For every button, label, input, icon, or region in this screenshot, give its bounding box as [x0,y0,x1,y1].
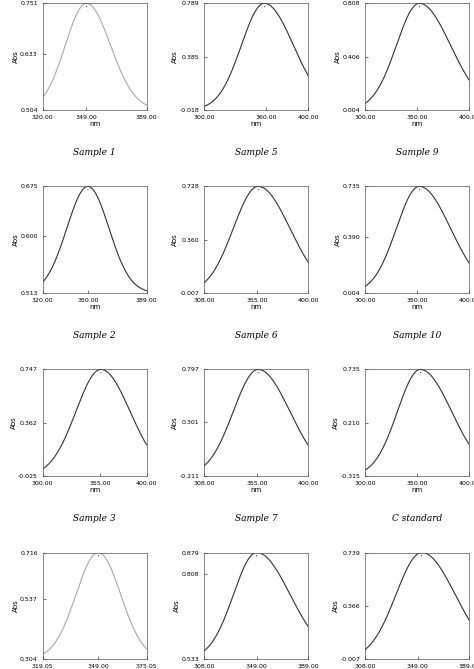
X-axis label: nm: nm [89,121,100,127]
X-axis label: nm: nm [89,304,100,310]
Text: Sample 6: Sample 6 [235,331,277,340]
Y-axis label: Abs: Abs [172,50,178,63]
Y-axis label: Abs: Abs [335,233,341,246]
Y-axis label: Abs: Abs [333,416,339,429]
Y-axis label: Abs: Abs [13,233,19,246]
Y-axis label: Abs: Abs [174,599,180,612]
X-axis label: nm: nm [411,121,423,127]
Y-axis label: Abs: Abs [172,416,178,429]
Y-axis label: Abs: Abs [172,233,178,246]
Text: Sample 10: Sample 10 [393,331,441,340]
Text: Sample 3: Sample 3 [73,514,116,523]
Y-axis label: Abs: Abs [13,599,18,612]
X-axis label: nm: nm [89,487,100,493]
Text: Sample 7: Sample 7 [235,514,277,523]
X-axis label: nm: nm [411,487,423,493]
Text: Sample 2: Sample 2 [73,331,116,340]
Text: Sample 9: Sample 9 [396,148,438,157]
X-axis label: nm: nm [250,121,262,127]
X-axis label: nm: nm [411,304,423,310]
Text: Sample 1: Sample 1 [73,148,116,157]
Y-axis label: Abs: Abs [333,599,339,612]
Y-axis label: Abs: Abs [13,50,18,63]
X-axis label: nm: nm [250,304,262,310]
Text: C standard: C standard [392,514,442,523]
Y-axis label: Abs: Abs [335,50,341,63]
Text: Sample 5: Sample 5 [235,148,277,157]
Y-axis label: Abs: Abs [10,416,17,429]
X-axis label: nm: nm [250,487,262,493]
